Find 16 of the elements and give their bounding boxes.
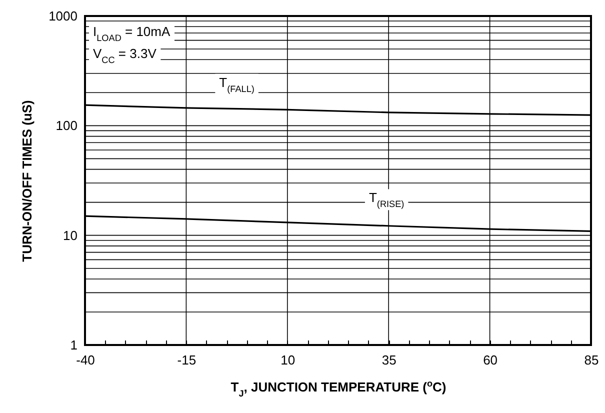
x-axis-title: T$_{J}$, JUNCTION TEMPERATURE ($^{o}$C) [230,378,446,398]
annotation: V$_{CC}$ = 3.3V [93,46,157,65]
x-tick-label: 85 [584,352,599,368]
x-tick-label: 60 [483,352,498,368]
x-tick-label: -40 [76,352,95,368]
y-tick-label: 1000 [48,8,78,24]
y-axis-title: TURN-ON/OFF TIMES (uS) [20,100,35,262]
y-tick-label: 10 [63,228,78,243]
annotation: I$_{LOAD}$ = 10mA [93,24,170,43]
series-label: T$_{(RISE)}$ [368,190,404,210]
x-tick-label: 35 [382,352,396,368]
series-label: T$_{(FALL)}$ [219,74,254,94]
x-tick-label: -15 [177,352,196,368]
y-tick-label: 100 [56,118,78,134]
x-tick-label: 10 [280,352,296,368]
y-tick-label: 1 [70,338,78,352]
